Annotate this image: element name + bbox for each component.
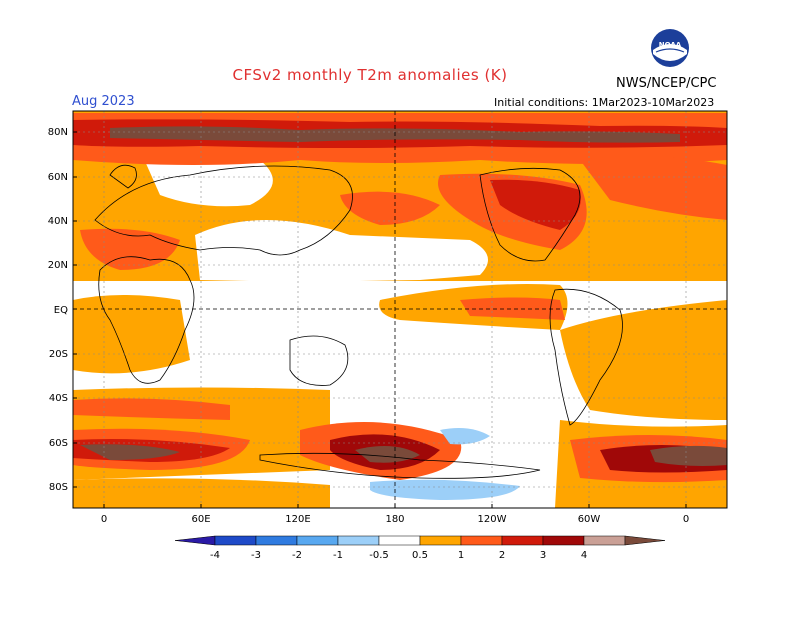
anomaly-field bbox=[73, 111, 727, 508]
colorbar-segment bbox=[337, 535, 380, 546]
coastlines bbox=[94, 164, 623, 479]
colorbar-label: -1 bbox=[333, 550, 343, 561]
colorbar-label: -0.5 bbox=[369, 550, 389, 561]
lat-labels: 80N 60N 40N 20N EQ 20S 40S 60S 80S bbox=[48, 127, 68, 493]
colorbar-segment bbox=[460, 535, 503, 546]
colorbar-segment bbox=[583, 535, 626, 546]
colorbar-label: -2 bbox=[292, 550, 302, 561]
colorbar-arrow-left bbox=[174, 535, 216, 546]
colorbar-label: 2 bbox=[499, 550, 505, 561]
logo-text: NOAA bbox=[659, 41, 682, 49]
lat-label: 20N bbox=[48, 260, 68, 271]
initial-conditions: Initial conditions: 1Mar2023-10Mar2023 bbox=[494, 96, 715, 109]
noaa-logo-icon: NOAA bbox=[651, 29, 689, 67]
lon-labels: 0 60E 120E 180 120W 60W 0 bbox=[101, 514, 689, 525]
colorbar-segment bbox=[542, 535, 585, 546]
lon-label: 60E bbox=[191, 514, 210, 525]
forecast-month: Aug 2023 bbox=[72, 94, 135, 109]
lon-label: 180 bbox=[385, 514, 404, 525]
colorbar-segment bbox=[419, 535, 462, 546]
lon-label: 60W bbox=[578, 514, 601, 525]
map-frame bbox=[72, 110, 728, 509]
colorbar-arrow-right bbox=[624, 535, 666, 546]
lat-label: EQ bbox=[54, 305, 68, 316]
colorbar-label: 1 bbox=[458, 550, 464, 561]
colorbar-label: 0.5 bbox=[412, 550, 428, 561]
lon-label: 0 bbox=[101, 514, 107, 525]
lon-label: 120E bbox=[285, 514, 310, 525]
lat-label: 60S bbox=[49, 438, 68, 449]
colorbar-label: 3 bbox=[540, 550, 546, 561]
lat-label: 20S bbox=[49, 349, 68, 360]
lat-label: 80N bbox=[48, 127, 68, 138]
agency-label: NWS/NCEP/CPC bbox=[616, 76, 717, 91]
lat-label: 40N bbox=[48, 216, 68, 227]
colorbar-labels: -4 -3 -2 -1 -0.5 0.5 1 2 3 4 bbox=[210, 550, 587, 561]
map-title: CFSv2 monthly T2m anomalies (K) bbox=[232, 66, 508, 84]
colorbar-label: 4 bbox=[581, 550, 587, 561]
colorbar bbox=[174, 535, 666, 546]
colorbar-label: -4 bbox=[210, 550, 220, 561]
colorbar-segment bbox=[296, 535, 339, 546]
lon-label: 0 bbox=[683, 514, 689, 525]
graticule bbox=[73, 111, 727, 508]
colorbar-label: -3 bbox=[251, 550, 261, 561]
lat-label: 80S bbox=[49, 482, 68, 493]
colorbar-segment bbox=[255, 535, 298, 546]
lat-label: 60N bbox=[48, 172, 68, 183]
colorbar-segment bbox=[214, 535, 257, 546]
lon-label: 120W bbox=[478, 514, 507, 525]
lat-label: 40S bbox=[49, 393, 68, 404]
colorbar-segment bbox=[378, 535, 421, 546]
colorbar-segment bbox=[501, 535, 544, 546]
